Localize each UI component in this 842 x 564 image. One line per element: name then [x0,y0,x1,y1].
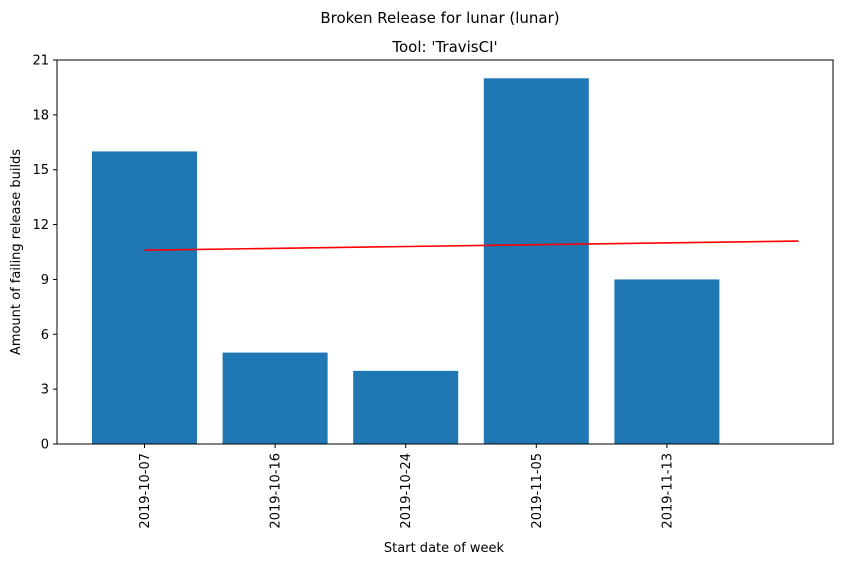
y-tick-label: 3 [41,383,49,398]
x-tick-label: 2019-11-05 [530,453,545,529]
y-tick-label: 9 [41,273,49,288]
y-axis: 0 3 6 9 12 15 18 21 [32,54,57,453]
trend-line-group [144,240,799,251]
x-tick-label: 2019-10-16 [269,453,284,529]
trend-line [144,240,799,251]
bar-2019-10-24 [353,370,459,444]
x-tick-label: 2019-10-24 [399,453,414,529]
x-axis: 2019-10-07 2019-10-16 2019-10-24 2019-11-05… [138,444,675,529]
bar-2019-11-05 [483,78,589,445]
chart-suptitle: Broken Release for lunar (lunar) [320,9,559,27]
y-tick-label: 0 [41,438,49,453]
y-tick-label: 21 [32,54,49,69]
plot-frame [56,59,834,445]
y-tick-label: 12 [32,218,49,233]
y-tick-label: 15 [32,163,49,178]
x-axis-label: Start date of week [384,541,505,556]
bar-2019-10-16 [222,352,328,444]
x-tick-label: 2019-10-07 [138,453,153,529]
bar-2019-10-07 [92,151,197,444]
bar-2019-11-13 [614,279,720,444]
x-tick-label: 2019-11-13 [660,453,675,529]
y-tick-label: 6 [41,328,49,343]
bars [92,78,720,445]
chart-title: Tool: 'TravisCI' [391,38,497,56]
y-axis-label: Amount of failing release builds [9,149,24,355]
y-tick-label: 18 [32,108,49,123]
